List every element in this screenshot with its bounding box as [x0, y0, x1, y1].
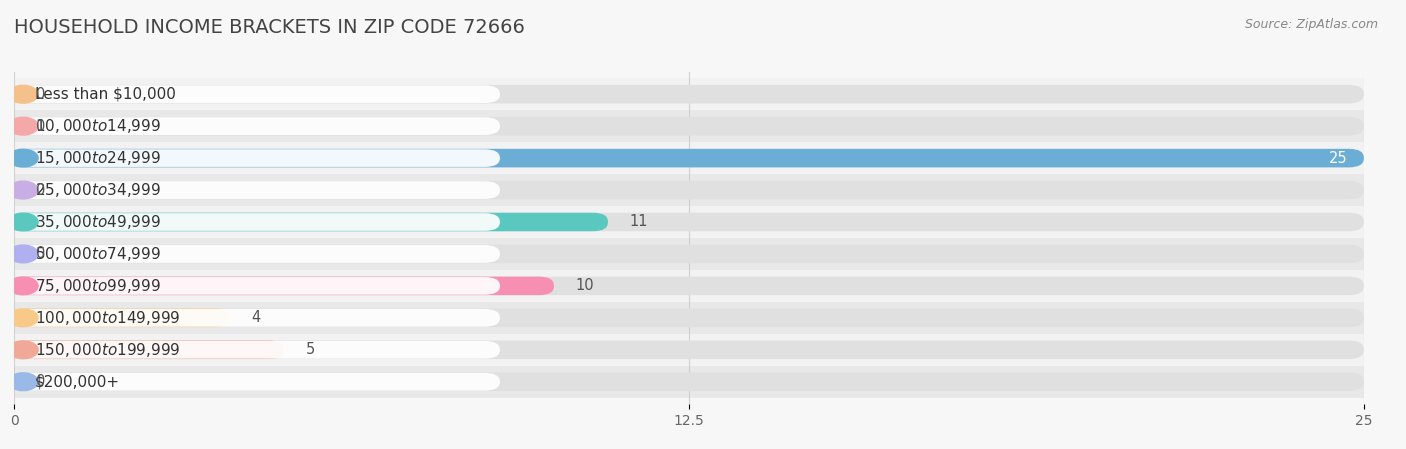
Circle shape — [8, 373, 38, 391]
Text: 4: 4 — [252, 310, 262, 326]
FancyBboxPatch shape — [14, 373, 1364, 391]
FancyBboxPatch shape — [14, 117, 501, 135]
FancyBboxPatch shape — [14, 373, 501, 391]
FancyBboxPatch shape — [14, 181, 1364, 199]
FancyBboxPatch shape — [14, 277, 554, 295]
FancyBboxPatch shape — [14, 277, 501, 295]
Circle shape — [8, 85, 38, 103]
FancyBboxPatch shape — [14, 308, 1364, 327]
Text: $25,000 to $34,999: $25,000 to $34,999 — [35, 181, 162, 199]
Text: Source: ZipAtlas.com: Source: ZipAtlas.com — [1244, 18, 1378, 31]
Circle shape — [8, 149, 38, 167]
Bar — [14, 110, 1364, 142]
FancyBboxPatch shape — [14, 245, 1364, 263]
FancyBboxPatch shape — [14, 340, 1364, 359]
FancyBboxPatch shape — [14, 150, 501, 167]
Circle shape — [8, 181, 38, 199]
FancyBboxPatch shape — [14, 213, 607, 231]
FancyBboxPatch shape — [14, 308, 231, 327]
Bar — [14, 142, 1364, 174]
Text: $200,000+: $200,000+ — [35, 374, 121, 389]
Circle shape — [8, 117, 38, 135]
Circle shape — [8, 277, 38, 295]
FancyBboxPatch shape — [14, 85, 1364, 103]
Circle shape — [8, 213, 38, 231]
Text: $150,000 to $199,999: $150,000 to $199,999 — [35, 341, 180, 359]
Text: 5: 5 — [305, 342, 315, 357]
FancyBboxPatch shape — [14, 213, 1364, 231]
FancyBboxPatch shape — [14, 117, 1364, 136]
Text: $75,000 to $99,999: $75,000 to $99,999 — [35, 277, 162, 295]
Bar — [14, 78, 1364, 110]
FancyBboxPatch shape — [14, 340, 284, 359]
Text: $100,000 to $149,999: $100,000 to $149,999 — [35, 309, 180, 327]
FancyBboxPatch shape — [14, 149, 1364, 167]
Text: 0: 0 — [35, 119, 45, 134]
FancyBboxPatch shape — [14, 277, 1364, 295]
FancyBboxPatch shape — [14, 181, 501, 199]
FancyBboxPatch shape — [14, 213, 501, 231]
Bar — [14, 366, 1364, 398]
Bar — [14, 334, 1364, 366]
Circle shape — [8, 309, 38, 327]
Bar — [14, 238, 1364, 270]
Circle shape — [8, 341, 38, 359]
Text: $15,000 to $24,999: $15,000 to $24,999 — [35, 149, 162, 167]
Circle shape — [8, 245, 38, 263]
Bar — [14, 270, 1364, 302]
Text: 0: 0 — [35, 183, 45, 198]
Text: 10: 10 — [575, 278, 595, 293]
FancyBboxPatch shape — [14, 341, 501, 359]
Text: 25: 25 — [1329, 150, 1347, 166]
Text: 0: 0 — [35, 87, 45, 102]
Text: 11: 11 — [630, 215, 648, 229]
Bar — [14, 302, 1364, 334]
Text: 0: 0 — [35, 247, 45, 261]
FancyBboxPatch shape — [14, 85, 501, 103]
Text: $10,000 to $14,999: $10,000 to $14,999 — [35, 117, 162, 135]
Text: 0: 0 — [35, 374, 45, 389]
FancyBboxPatch shape — [14, 245, 501, 263]
Text: HOUSEHOLD INCOME BRACKETS IN ZIP CODE 72666: HOUSEHOLD INCOME BRACKETS IN ZIP CODE 72… — [14, 18, 524, 37]
Text: $35,000 to $49,999: $35,000 to $49,999 — [35, 213, 162, 231]
Bar — [14, 206, 1364, 238]
FancyBboxPatch shape — [14, 149, 1364, 167]
Text: $50,000 to $74,999: $50,000 to $74,999 — [35, 245, 162, 263]
FancyBboxPatch shape — [14, 309, 501, 326]
Bar — [14, 174, 1364, 206]
Text: Less than $10,000: Less than $10,000 — [35, 87, 176, 102]
